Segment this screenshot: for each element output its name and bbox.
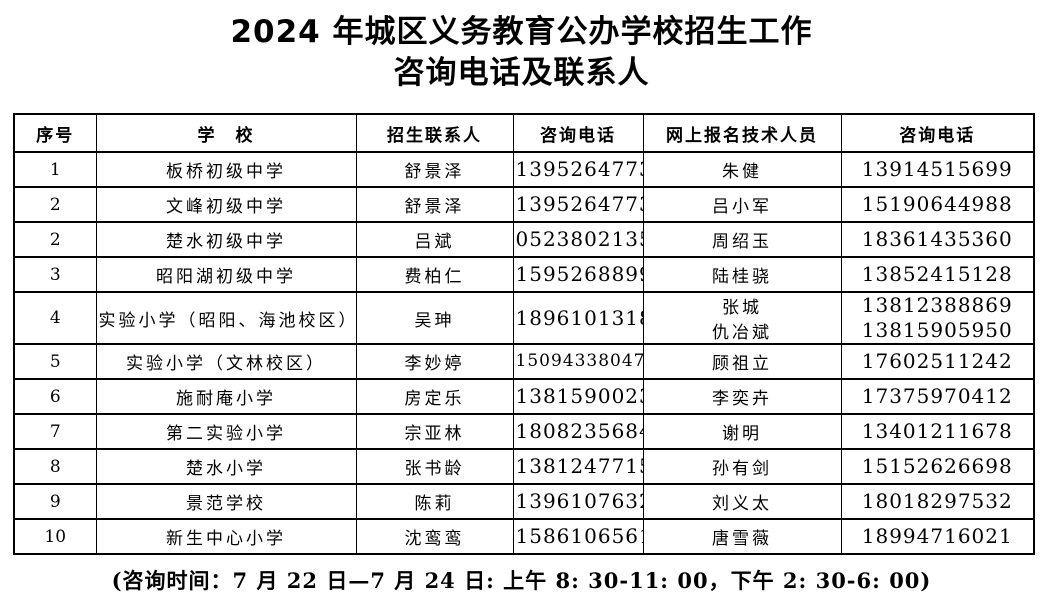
cell-tech-phone: 15190644988: [840, 186, 1035, 223]
cell-phone: 13961076329: [512, 483, 644, 520]
table-row: 6施耐庵小学房定乐13815900232李奕卉17375970412: [13, 378, 1035, 415]
cell-tech: 唐雪薇: [642, 518, 842, 555]
cell-school: 昭阳湖初级中学: [95, 256, 357, 293]
cell-no: 2: [13, 221, 97, 258]
cell-school: 楚水初级中学: [95, 221, 357, 258]
column-header: 序号: [13, 113, 97, 153]
cell-tech-phone: 18018297532: [840, 483, 1035, 520]
cell-phone: 15861065616: [512, 518, 644, 555]
cell-contact: 房定乐: [355, 378, 514, 415]
cell-no: 8: [13, 448, 97, 485]
cell-school: 第二实验小学: [95, 413, 357, 450]
cell-tech: 周绍玉: [642, 221, 842, 258]
cell-tech-phone: 18994716021: [840, 518, 1035, 555]
column-header: 学 校: [95, 113, 357, 153]
cell-contact: 费柏仁: [355, 256, 514, 293]
cell-no: 3: [13, 256, 97, 293]
cell-tech-phone: 17375970412: [840, 378, 1035, 415]
table-row: 10新生中心小学沈鸾鸾15861065616唐雪薇18994716021: [13, 518, 1035, 555]
cell-tech-phone: 13401211678: [840, 413, 1035, 450]
cell-no: 10: [13, 518, 97, 555]
table-row: 1板桥初级中学舒景泽13952647733朱健13914515699: [13, 151, 1035, 188]
cell-contact: 舒景泽: [355, 151, 514, 188]
cell-contact: 陈莉: [355, 483, 514, 520]
cell-contact: 沈鸾鸾: [355, 518, 514, 555]
cell-no: 2: [13, 186, 97, 223]
cell-tech-phone: 13914515699: [840, 151, 1035, 188]
cell-tech: 张城 仇冶斌: [642, 291, 842, 345]
header-row: 序号学 校招生联系人 咨询电话 网上报名技术人员 咨询电话: [13, 113, 1035, 153]
table-row: 2楚水初级中学吕斌052380213570周绍玉18361435360: [13, 221, 1035, 258]
cell-contact: 张书龄: [355, 448, 514, 485]
table-row: 8楚水小学张书龄13812477158孙有剑15152626698: [13, 448, 1035, 485]
cell-school: 板桥初级中学: [95, 151, 357, 188]
column-header: 咨询电话: [512, 113, 644, 153]
cell-school: 实验小学（昭阳、海池校区）: [95, 291, 357, 345]
cell-tech: 李奕卉: [642, 378, 842, 415]
cell-no: 4: [13, 291, 97, 345]
title-line-2: 咨询电话及联系人: [393, 55, 650, 91]
cell-phone: 13815900232: [512, 378, 644, 415]
cell-tech: 孙有剑: [642, 448, 842, 485]
cell-tech: 陆桂骁: [642, 256, 842, 293]
cell-tech-phone: 17602511242: [840, 343, 1035, 380]
table-row: 7第二实验小学宗亚林18082356843谢明13401211678: [13, 413, 1035, 450]
cell-tech: 吕小军: [642, 186, 842, 223]
cell-tech: 朱健: [642, 151, 842, 188]
cell-tech: 顾祖立: [642, 343, 842, 380]
cell-tech-phone: 15152626698: [840, 448, 1035, 485]
cell-school: 施耐庵小学: [95, 378, 357, 415]
cell-phone: 13952647733: [512, 151, 644, 188]
cell-school: 景范学校: [95, 483, 357, 520]
cell-phone: 18961013185: [512, 291, 644, 345]
cell-phone: 13812477158: [512, 448, 644, 485]
table-row: 9景范学校陈莉13961076329刘义太18018297532: [13, 483, 1035, 520]
cell-tech-phone: 13812388869 13815905950: [840, 291, 1035, 345]
cell-phone: 15094338047: [512, 343, 644, 380]
contact-table: 序号学 校招生联系人 咨询电话 网上报名技术人员 咨询电话 1 板桥初级中学 舒景泽 139…: [13, 113, 1035, 555]
consultation-time-note: (咨询时间：7 月 22 日—7 月 24 日: 上午 8: 30-11: 00…: [111, 568, 932, 593]
cell-phone: 052380213570: [512, 221, 644, 258]
table-row: 2文峰初级中学舒景泽13952647733吕小军15190644988: [13, 186, 1035, 223]
cell-no: 9: [13, 483, 97, 520]
cell-tech-phone: 18361435360: [840, 221, 1035, 258]
cell-contact: 李妙婷: [355, 343, 514, 380]
table-body: 1板桥初级中学舒景泽13952647733朱健139145156992文峰初级中…: [13, 151, 1035, 555]
table-row: 3昭阳湖初级中学费柏仁15952688996陆桂骁13852415128: [13, 256, 1035, 293]
cell-phone: 18082356843: [512, 413, 644, 450]
page-title: 2024 年城区义务教育公办学校招生工作 咨询电话及联系人: [0, 12, 1043, 94]
cell-contact: 宗亚林: [355, 413, 514, 450]
table-row: 5 实验小学（文林校区） 李妙婷 15094338047 顾祖立 17602511242: [13, 343, 1035, 380]
cell-no: 5: [13, 343, 97, 380]
cell-school: 实验小学（文林校区）: [95, 343, 357, 380]
cell-contact: 吴珅: [355, 291, 514, 345]
cell-school: 新生中心小学: [95, 518, 357, 555]
column-header: 招生联系人: [355, 113, 514, 153]
cell-tech: 刘义太: [642, 483, 842, 520]
cell-tech: 谢明: [642, 413, 842, 450]
cell-no: 1: [13, 151, 97, 188]
cell-no: 6: [13, 378, 97, 415]
cell-no: 7: [13, 413, 97, 450]
column-header: 咨询电话: [840, 113, 1035, 153]
cell-school: 文峰初级中学: [95, 186, 357, 223]
cell-tech-phone: 13852415128: [840, 256, 1035, 293]
column-header: 网上报名技术人员: [642, 113, 842, 153]
cell-phone: 15952688996: [512, 256, 644, 293]
title-line-1: 2024 年城区义务教育公办学校招生工作: [230, 14, 813, 50]
cell-contact: 舒景泽: [355, 186, 514, 223]
cell-contact: 吕斌: [355, 221, 514, 258]
cell-phone: 13952647733: [512, 186, 644, 223]
cell-school: 楚水小学: [95, 448, 357, 485]
